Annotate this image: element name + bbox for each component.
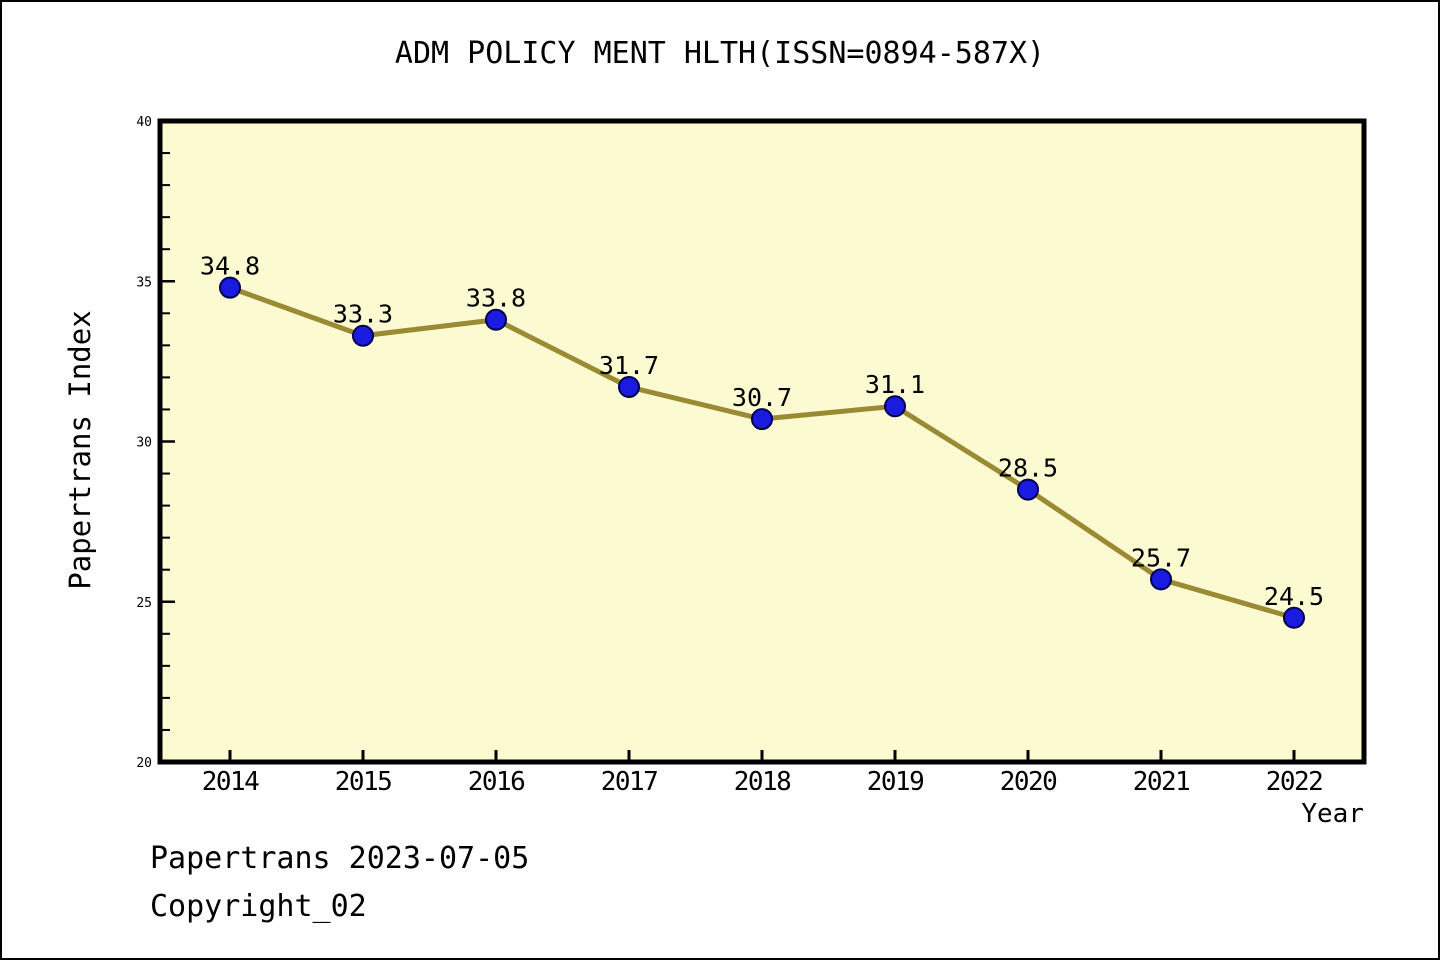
plot-area (157, 118, 1367, 765)
data-point-label: 28.5 (998, 454, 1058, 483)
data-point-marker (1283, 606, 1305, 629)
y-minor-tick (162, 408, 170, 411)
y-tick-label: 25 (136, 596, 152, 611)
y-minor-tick (162, 568, 170, 571)
y-minor-tick (162, 472, 170, 475)
y-minor-tick (162, 504, 170, 507)
data-point-marker (352, 324, 374, 347)
y-minor-tick (162, 312, 170, 315)
x-tick-label: 2020 (1000, 767, 1057, 797)
x-tick-label: 2014 (202, 767, 259, 797)
x-tick-label: 2017 (601, 767, 658, 797)
data-point-label: 30.7 (732, 383, 792, 412)
y-minor-tick (162, 248, 170, 251)
y-tick (162, 280, 175, 283)
chart-title: ADM POLICY MENT HLTH(ISSN=0894-587X) (394, 36, 1046, 71)
x-tick (893, 750, 897, 762)
y-minor-tick (162, 728, 170, 731)
x-tick-label: 2019 (867, 767, 924, 797)
y-tick (162, 600, 175, 603)
y-tick (162, 440, 175, 443)
data-point-marker (219, 276, 241, 299)
x-tick (494, 750, 498, 762)
x-tick (1159, 750, 1163, 762)
y-tick-label: 35 (136, 275, 152, 290)
x-tick-label: 2021 (1133, 767, 1190, 797)
y-tick-label: 30 (136, 436, 152, 451)
data-point-marker (1017, 478, 1039, 501)
data-point-label: 31.1 (865, 370, 925, 399)
x-tick-label: 2018 (734, 767, 791, 797)
data-point-marker (1150, 568, 1172, 591)
y-minor-tick (162, 184, 170, 187)
y-minor-tick (162, 696, 170, 699)
y-minor-tick (162, 536, 170, 539)
x-tick (228, 750, 232, 762)
footer-copyright: Copyright_02 (150, 889, 367, 924)
y-tick-label: 40 (136, 115, 152, 130)
x-tick-label: 2022 (1266, 767, 1323, 797)
data-point-marker (884, 395, 906, 418)
x-tick-label: 2015 (335, 767, 392, 797)
y-minor-tick (162, 376, 170, 379)
data-point-label: 31.7 (599, 351, 659, 380)
y-tick (162, 760, 175, 764)
data-point-label: 33.3 (333, 300, 393, 329)
data-point-label: 24.5 (1264, 582, 1324, 611)
data-point-marker (618, 376, 640, 399)
x-tick (361, 750, 365, 762)
x-tick-label: 2016 (468, 767, 525, 797)
data-point-marker (751, 408, 773, 431)
x-tick (1026, 750, 1030, 762)
data-point-label: 25.7 (1131, 543, 1191, 572)
y-minor-tick (162, 632, 170, 635)
footer-date: Papertrans 2023-07-05 (150, 841, 530, 876)
y-tick (162, 119, 175, 123)
y-tick-label: 20 (136, 756, 152, 771)
data-point-label: 33.8 (466, 284, 526, 313)
x-tick (1292, 750, 1296, 762)
x-axis-title: Year (1301, 799, 1364, 829)
data-point-marker (485, 308, 507, 331)
x-tick (627, 750, 631, 762)
y-minor-tick (162, 664, 170, 667)
y-minor-tick (162, 216, 170, 219)
data-point-label: 34.8 (200, 252, 260, 281)
y-minor-tick (162, 344, 170, 347)
y-minor-tick (162, 152, 170, 155)
x-tick (760, 750, 764, 762)
